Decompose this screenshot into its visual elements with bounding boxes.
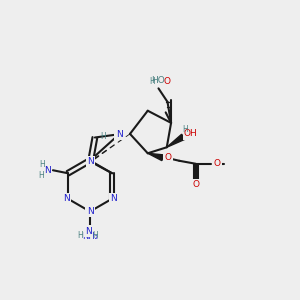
- Text: H: H: [182, 125, 188, 134]
- Text: H: H: [77, 231, 83, 240]
- Text: N: N: [87, 207, 93, 216]
- Text: N: N: [87, 157, 94, 166]
- Text: H: H: [100, 131, 106, 140]
- Text: N: N: [44, 166, 51, 175]
- Polygon shape: [148, 153, 164, 161]
- Text: O: O: [192, 180, 199, 189]
- Text: H: H: [39, 160, 45, 169]
- Polygon shape: [167, 134, 185, 147]
- Text: OH: OH: [184, 129, 198, 138]
- Text: N: N: [110, 194, 117, 203]
- Text: H: H: [92, 231, 98, 240]
- Text: N: N: [85, 226, 92, 236]
- Text: H: H: [150, 77, 155, 86]
- Text: O: O: [165, 153, 172, 162]
- Text: N: N: [63, 194, 70, 203]
- Text: NH₂: NH₂: [82, 232, 98, 241]
- Text: O: O: [214, 159, 221, 168]
- Text: HO: HO: [151, 76, 165, 85]
- Text: O: O: [164, 77, 171, 86]
- Text: N: N: [116, 130, 123, 139]
- Text: H: H: [38, 171, 44, 180]
